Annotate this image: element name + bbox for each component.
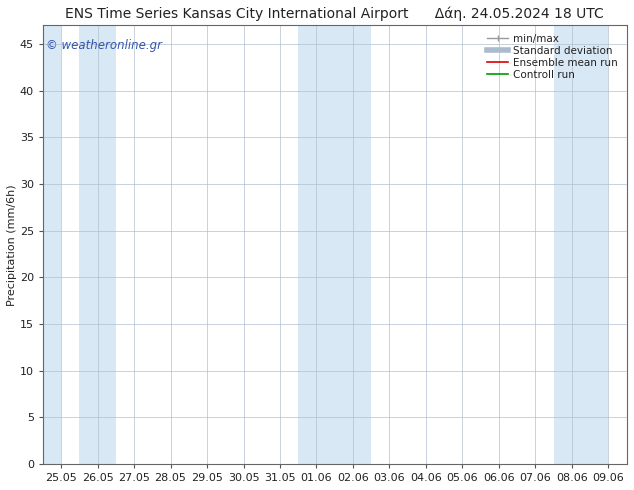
Y-axis label: Precipitation (mm/6h): Precipitation (mm/6h) xyxy=(7,184,17,306)
Title: ENS Time Series Kansas City International Airport      Δάη. 24.05.2024 18 UTC: ENS Time Series Kansas City Internationa… xyxy=(65,7,604,22)
Bar xyxy=(553,25,608,464)
Bar xyxy=(79,25,116,464)
Text: © weatheronline.gr: © weatheronline.gr xyxy=(46,39,162,51)
Bar xyxy=(43,25,61,464)
Legend: min/max, Standard deviation, Ensemble mean run, Controll run: min/max, Standard deviation, Ensemble me… xyxy=(484,30,621,83)
Bar xyxy=(298,25,371,464)
